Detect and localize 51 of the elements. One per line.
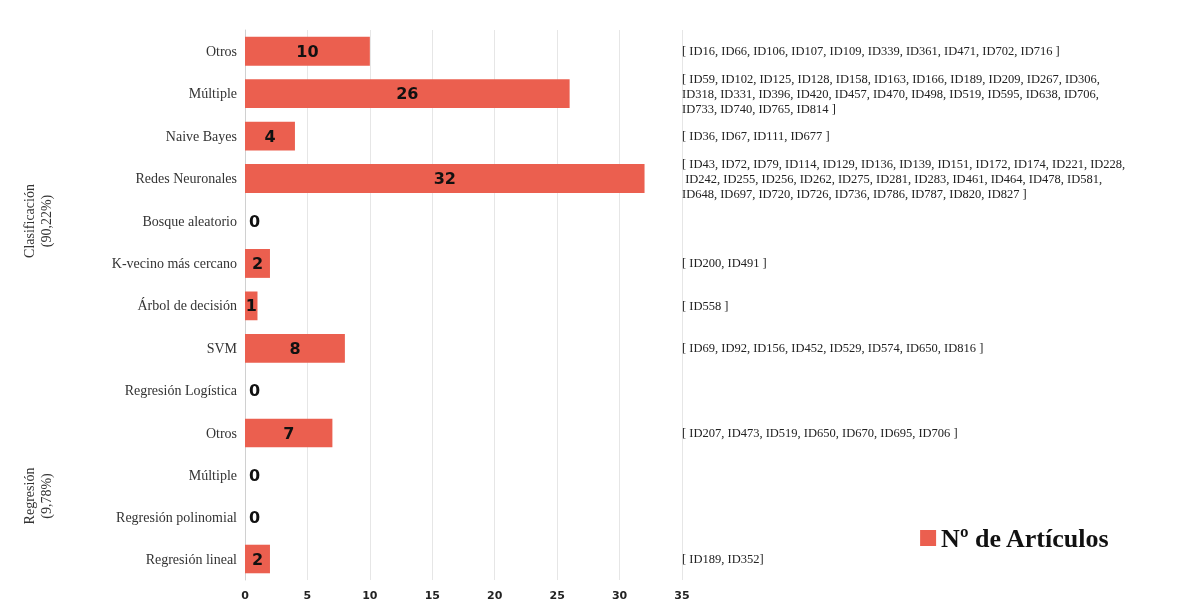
data-label: 2 (251, 549, 264, 569)
x-tick-label: 5 (303, 589, 312, 602)
y-tick-label: Múltiple (188, 86, 237, 102)
y-tick-label: Regresión Logística (124, 383, 238, 399)
bar (245, 333, 345, 363)
x-tick-label: 25 (549, 589, 565, 602)
x-tick-label: 15 (424, 589, 440, 602)
bar (245, 36, 370, 66)
y-tick-label: Múltiple (188, 467, 237, 483)
data-label: 4 (264, 126, 276, 146)
data-label: 32 (433, 169, 456, 189)
x-tick-label: 0 (241, 589, 250, 602)
y-axis-title: Clasificación (90,22%) (22, 184, 55, 258)
data-label: 7 (283, 423, 295, 443)
annotation: [ ID69, ID92, ID156, ID452, ID529, ID574, ID650, ID816 ] (682, 341, 984, 356)
annotation: [ ID59, ID102, ID125, ID128, ID158, ID163, ID166, ID189, ID209, ID267, ID306, ID318, ID331, ID396, ID420, ID457, ID470, ID498, ID519, ID595, ID638, ID706, ID733, ID740, ID765, ID814 ] (682, 71, 1104, 116)
data-label: 2 (251, 253, 264, 273)
y-tick-label: Naive Bayes (165, 128, 237, 144)
data-label: 8 (289, 338, 301, 358)
y-tick-label: Redes Neuronales (135, 171, 237, 187)
legend-label: Nº de Artículos (941, 523, 1109, 553)
x-tick-label: 10 (362, 589, 378, 602)
y-tick-label: Árbol de decisión (137, 297, 237, 314)
y-tick-label: Otros (205, 425, 237, 441)
data-label: 0 (249, 211, 261, 231)
annotation: [ ID207, ID473, ID519, ID650, ID670, ID695, ID706 ] (682, 426, 958, 440)
y-tick-label: Regresión lineal (145, 551, 238, 567)
data-label: 0 (249, 381, 261, 401)
bar (245, 164, 645, 193)
bar (245, 79, 570, 109)
annotation: [ ID558 ] (682, 298, 729, 313)
annotation: [ ID200, ID491 ] (682, 256, 767, 271)
y-tick-label: Otros (205, 43, 237, 59)
annotation: [ ID189, ID352] (682, 552, 764, 566)
x-tick-label: 35 (674, 589, 690, 602)
data-label: 0 (249, 465, 261, 485)
y-tick-label: SVM (206, 340, 238, 356)
annotation: [ ID43, ID72, ID79, ID114, ID129, ID136, ID139, ID151, ID172, ID174, ID221, ID228, ID242, ID255, ID256, ID262, ID275, ID281, ID283, ID461, ID464, ID478, ID581, ID648, ID697, ID720, ID726, ID736, ID786, ID787, ID820, ID827 ] (682, 156, 1126, 201)
x-tick-label: 30 (611, 589, 628, 602)
data-label: 26 (396, 84, 419, 104)
y-tick-label: Bosque aleatorio (142, 213, 237, 229)
annotation: [ ID16, ID66, ID106, ID107, ID109, ID339, ID361, ID471, ID702, ID716 ] (682, 44, 1060, 59)
y-tick-label: K-vecino más cercano (111, 255, 237, 271)
data-label: 1 (245, 296, 257, 316)
data-label: 0 (249, 507, 261, 527)
y-tick-label: Regresión polinomial (116, 509, 238, 525)
y-axis-title: Regresión (9,78%) (22, 467, 55, 525)
annotation: [ ID36, ID67, ID111, ID677 ] (682, 129, 830, 144)
data-label: 10 (296, 41, 319, 61)
bar (245, 121, 295, 151)
x-tick-label: 20 (487, 589, 503, 602)
